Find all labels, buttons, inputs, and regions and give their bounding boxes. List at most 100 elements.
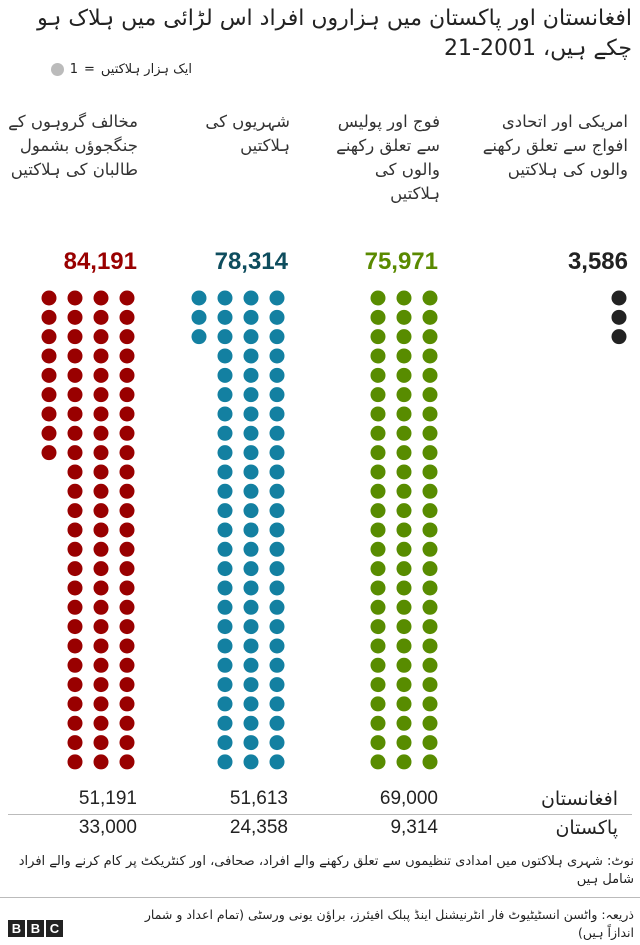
death-dot [217,329,233,345]
death-dot [93,657,109,673]
death-dot [269,715,285,731]
header-civilians: شہریوں کی ہلاکتیں [205,112,290,155]
death-dot [67,503,83,519]
death-dot [217,290,233,306]
death-dot [93,522,109,538]
death-dot [67,445,83,461]
death-dot [217,715,233,731]
death-dot [422,309,438,325]
death-dot [119,561,135,577]
death-dot [422,348,438,364]
death-dot [396,290,412,306]
death-dot [93,541,109,557]
death-dot [67,541,83,557]
death-dot [93,619,109,635]
death-dot [119,657,135,673]
death-dot [422,735,438,751]
death-dot [119,735,135,751]
death-dot [243,348,259,364]
death-dot [422,696,438,712]
death-dot [93,638,109,654]
death-dot [41,445,57,461]
death-dot [67,619,83,635]
death-dot [396,503,412,519]
death-dot [422,619,438,635]
legend-value: 1 [69,62,78,77]
death-dot [217,657,233,673]
death-dot [67,367,83,383]
death-dot [93,464,109,480]
logo-letter: B [27,920,44,937]
death-dot [191,309,207,325]
death-dot [217,638,233,654]
death-dot [191,290,207,306]
death-dot [119,348,135,364]
death-dot [269,580,285,596]
death-dot [422,425,438,441]
death-dot [269,754,285,770]
table-divider [8,814,632,815]
death-dot [67,735,83,751]
death-dot [269,425,285,441]
death-dot [119,387,135,403]
death-dot [217,580,233,596]
death-dot [67,483,83,499]
header-coalition: امریکی اور اتحادی افواج سے تعلق رکھنے وا… [482,112,628,179]
death-dot [93,696,109,712]
death-dot [93,580,109,596]
death-dot [370,309,386,325]
death-dot [243,425,259,441]
death-dot [396,619,412,635]
death-dot [269,503,285,519]
death-dot [422,483,438,499]
death-dot [217,561,233,577]
death-dot [396,329,412,345]
death-dot [243,638,259,654]
death-dot [119,367,135,383]
death-dot [396,735,412,751]
death-dot [243,464,259,480]
death-dot [370,619,386,635]
header-security-forces: فوج اور پولیس سے تعلق رکھنے والوں کی ہلا… [336,112,440,203]
death-dot [422,522,438,538]
death-dot [217,406,233,422]
death-dot [370,290,386,306]
death-dot [217,387,233,403]
total-civilians: 78,314 [214,248,288,275]
death-dot [269,329,285,345]
death-dot [67,309,83,325]
death-dot [67,715,83,731]
death-dot [119,715,135,731]
death-dot [243,522,259,538]
death-dot [217,599,233,615]
death-dot [67,387,83,403]
death-dot [422,290,438,306]
death-dot [269,367,285,383]
death-dot [269,445,285,461]
death-dot [396,309,412,325]
death-dot [67,464,83,480]
death-dot [93,677,109,693]
death-dot [269,735,285,751]
death-dot [370,445,386,461]
death-dot [67,580,83,596]
death-dot [217,696,233,712]
death-dot [41,348,57,364]
dot-grid [41,290,627,770]
death-dot [67,406,83,422]
death-dot [243,387,259,403]
death-dot [370,677,386,693]
death-dot [67,290,83,306]
death-dot [269,599,285,615]
death-dot [243,619,259,635]
death-dot [93,715,109,731]
death-dot [67,677,83,693]
total-opposition: 84,191 [63,248,137,275]
death-dot [119,522,135,538]
death-dot [243,309,259,325]
death-dot [67,696,83,712]
death-dot [422,445,438,461]
death-dot [269,348,285,364]
death-dot [67,657,83,673]
logo-letter: B [8,920,25,937]
